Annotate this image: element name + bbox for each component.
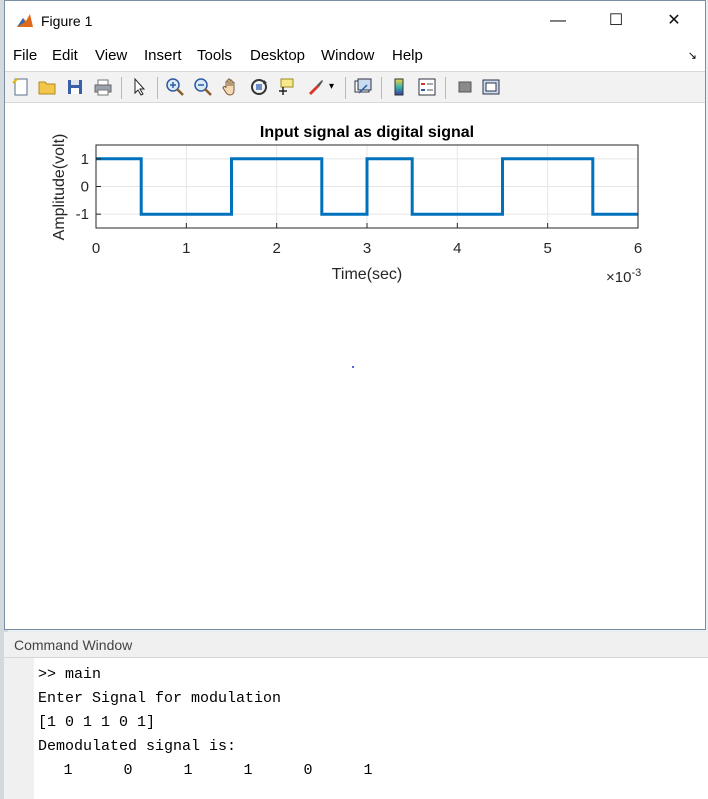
output-line: Enter Signal for modulation [38, 690, 282, 707]
command-line[interactable]: >> main [38, 666, 101, 683]
arrow-icon[interactable]: ↘ [687, 50, 697, 62]
toolbar-separator [445, 77, 446, 99]
prompt: >> [38, 666, 66, 683]
pan-hand-icon[interactable] [221, 77, 241, 97]
toolbar-separator [121, 77, 122, 99]
demod-value: 1 [63, 762, 73, 779]
data-cursor-icon[interactable] [277, 77, 297, 97]
open-icon[interactable] [37, 77, 57, 97]
save-icon[interactable] [65, 77, 85, 97]
command-window-header[interactable]: Command Window [4, 632, 708, 658]
y-axis-label: Amplitude(volt) [51, 134, 68, 241]
command-window-body[interactable]: >> main Enter Signal for modulation [1 0… [34, 658, 708, 799]
command-window: Command Window >> main Enter Signal for … [4, 632, 708, 799]
title-bar[interactable]: Figure 1 — ☐ ✕ [5, 1, 705, 41]
menu-bar: File Edit View Insert Tools Desktop Wind… [5, 43, 705, 69]
legend-icon[interactable] [417, 77, 437, 97]
maximize-button[interactable]: ☐ [608, 12, 624, 29]
y-tick-label: 0 [81, 179, 89, 196]
zoom-out-icon[interactable] [193, 77, 213, 97]
toolbar-separator [381, 77, 382, 99]
close-button[interactable]: ✕ [667, 12, 681, 29]
y-tick-label: -1 [76, 206, 89, 223]
demod-value: 1 [363, 762, 373, 779]
new-figure-icon[interactable] [11, 77, 31, 97]
plot-area[interactable]: 0 1 2 3 4 5 610-1 Input signal as digital sign… [5, 103, 705, 629]
menu-tools[interactable]: Tools [197, 47, 233, 64]
x-tick-label: 6 [634, 240, 642, 257]
y-tick-label: 1 [81, 151, 89, 168]
pointer-icon[interactable] [129, 77, 149, 97]
window-title: Figure 1 [41, 13, 93, 29]
minimize-button[interactable]: — [550, 12, 566, 29]
x-tick-label: 2 [272, 240, 280, 257]
figure-window: Figure 1 — ☐ ✕ File Edit View Insert Too… [4, 0, 706, 630]
menu-insert[interactable]: Insert [144, 47, 182, 64]
brush-dropdown-icon[interactable]: ▾ [329, 81, 335, 92]
brush-icon[interactable] [305, 77, 325, 97]
x-exponent-power: -3 [631, 267, 641, 279]
colorbar-icon[interactable] [389, 77, 409, 97]
x-exponent-label: ×10-3 [606, 267, 641, 286]
menu-view[interactable]: View [95, 47, 128, 64]
demod-value: 1 [183, 762, 193, 779]
x-exponent-base: ×10 [606, 269, 631, 286]
matlab-logo-icon [17, 14, 33, 27]
link-plot-icon[interactable] [353, 77, 373, 97]
figure-toolbar: ▾ [5, 71, 705, 103]
stray-point [352, 366, 354, 368]
x-tick-label: 4 [453, 240, 461, 257]
chart-title: Input signal as digital signal [260, 124, 474, 141]
menu-window[interactable]: Window [321, 47, 375, 64]
rotate-3d-icon[interactable] [249, 77, 269, 97]
x-axis-label: Time(sec) [332, 266, 403, 283]
x-tick-label: 5 [543, 240, 551, 257]
command-text: main [65, 666, 102, 683]
toolbar-separator [345, 77, 346, 99]
command-window-title: Command Window [14, 637, 133, 653]
menu-help[interactable]: Help [392, 47, 423, 64]
hide-plot-tools-icon[interactable] [455, 77, 475, 97]
demod-value: 0 [303, 762, 313, 779]
x-tick-label: 3 [363, 240, 371, 257]
signal-line [96, 157, 638, 216]
x-tick-label: 1 [182, 240, 190, 257]
print-icon[interactable] [93, 77, 113, 97]
zoom-in-icon[interactable] [165, 77, 185, 97]
input-line: [1 0 1 1 0 1] [38, 714, 156, 731]
toolbar-separator [157, 77, 158, 99]
demodulated-values: 1 0 1 1 0 1 [38, 762, 398, 779]
demod-value: 1 [243, 762, 253, 779]
menu-file[interactable]: File [13, 47, 38, 64]
figure-canvas: 0 1 2 3 4 5 6 1 0 -1 Input signal as digital sign… [5, 103, 705, 629]
menu-edit[interactable]: Edit [52, 47, 78, 64]
x-tick-label: 0 [92, 240, 100, 257]
show-plot-tools-icon[interactable] [481, 77, 501, 97]
menu-desktop[interactable]: Desktop [250, 47, 306, 64]
output-line: Demodulated signal is: [38, 738, 237, 755]
demod-value: 0 [123, 762, 133, 779]
